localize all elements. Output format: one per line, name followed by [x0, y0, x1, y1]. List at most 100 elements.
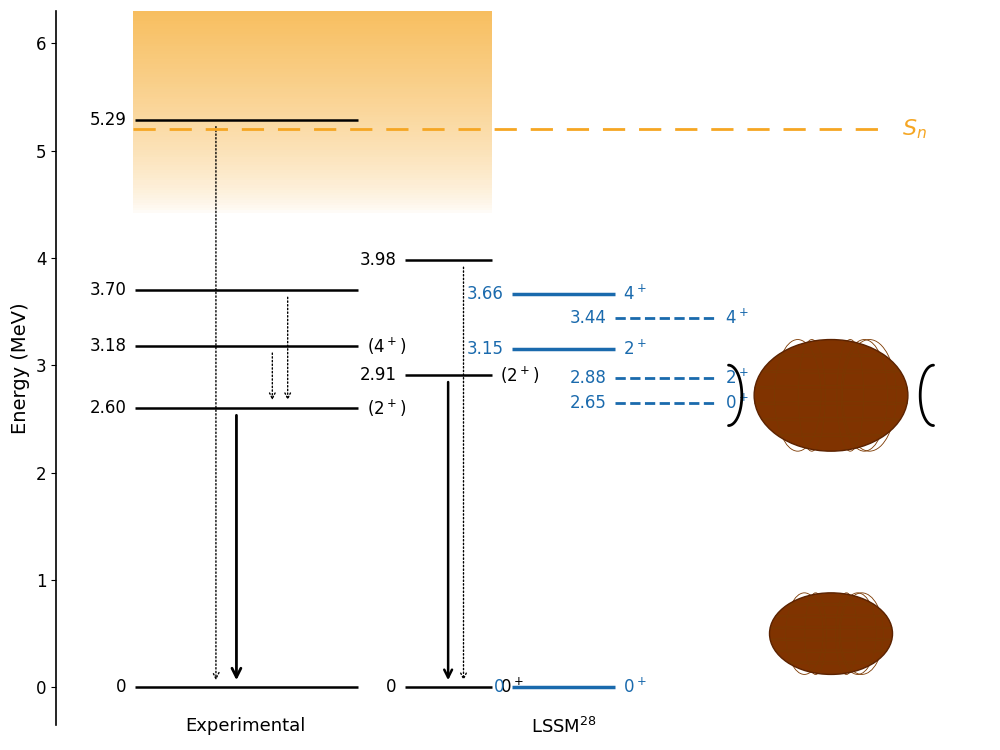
Ellipse shape	[793, 368, 869, 423]
Ellipse shape	[787, 363, 875, 428]
Bar	[133, 59, 492, 62]
Bar	[133, 122, 492, 124]
Ellipse shape	[783, 602, 879, 665]
Ellipse shape	[802, 614, 860, 653]
Ellipse shape	[810, 380, 852, 411]
Text: 2.88: 2.88	[570, 369, 607, 387]
Ellipse shape	[770, 351, 893, 440]
Ellipse shape	[783, 361, 879, 430]
Ellipse shape	[829, 394, 833, 397]
Bar	[133, 172, 492, 175]
Bar	[133, 190, 492, 193]
Ellipse shape	[789, 364, 873, 426]
Bar	[133, 140, 492, 142]
Ellipse shape	[794, 609, 868, 658]
Bar	[133, 94, 492, 97]
Ellipse shape	[822, 628, 840, 640]
Text: 5.29: 5.29	[90, 110, 127, 128]
Ellipse shape	[806, 377, 856, 413]
Bar	[133, 195, 492, 198]
Ellipse shape	[770, 592, 893, 674]
Bar	[133, 82, 492, 84]
Ellipse shape	[776, 597, 886, 670]
Bar	[133, 19, 492, 21]
Ellipse shape	[780, 600, 882, 668]
Bar	[133, 119, 492, 122]
Text: 2.91: 2.91	[359, 366, 396, 384]
Ellipse shape	[814, 622, 848, 645]
Bar	[133, 132, 492, 135]
Ellipse shape	[796, 610, 866, 657]
Ellipse shape	[771, 352, 891, 439]
Text: 4$^+$: 4$^+$	[725, 308, 749, 328]
Bar	[133, 178, 492, 180]
Bar	[133, 76, 492, 80]
Ellipse shape	[819, 626, 843, 642]
Ellipse shape	[808, 618, 854, 649]
Text: (2$^+$): (2$^+$)	[367, 398, 406, 419]
Bar	[133, 155, 492, 158]
Ellipse shape	[804, 376, 858, 415]
Ellipse shape	[825, 392, 837, 400]
Ellipse shape	[808, 379, 854, 412]
Ellipse shape	[777, 356, 885, 434]
Bar	[133, 102, 492, 104]
Ellipse shape	[828, 632, 834, 636]
Ellipse shape	[785, 603, 877, 664]
Ellipse shape	[803, 615, 859, 652]
Ellipse shape	[791, 366, 871, 424]
Ellipse shape	[766, 348, 896, 442]
Bar	[133, 188, 492, 190]
Bar	[133, 208, 492, 210]
Bar	[133, 28, 492, 32]
Ellipse shape	[811, 620, 851, 647]
Ellipse shape	[800, 614, 862, 654]
Bar	[133, 67, 492, 69]
Ellipse shape	[806, 617, 856, 650]
Bar	[133, 56, 492, 59]
Text: 0$^+$: 0$^+$	[623, 678, 646, 697]
Ellipse shape	[816, 623, 846, 644]
Ellipse shape	[825, 629, 837, 638]
Text: LSSM$^{28}$: LSSM$^{28}$	[531, 717, 596, 737]
Text: 3.98: 3.98	[359, 251, 396, 269]
Text: 3.70: 3.70	[90, 281, 127, 299]
Bar	[133, 193, 492, 195]
Bar	[133, 89, 492, 92]
Ellipse shape	[771, 594, 891, 674]
Bar	[133, 24, 492, 26]
Text: 3.15: 3.15	[467, 340, 504, 358]
Bar	[133, 160, 492, 163]
Bar	[133, 112, 492, 115]
Bar	[133, 128, 492, 130]
Bar	[133, 26, 492, 28]
Bar	[133, 16, 492, 19]
Bar	[133, 158, 492, 160]
Bar	[133, 135, 492, 137]
Bar	[133, 167, 492, 170]
Ellipse shape	[773, 353, 889, 437]
Ellipse shape	[812, 382, 850, 410]
Y-axis label: Energy (MeV): Energy (MeV)	[11, 302, 30, 433]
Text: 2.60: 2.60	[90, 399, 127, 417]
Ellipse shape	[760, 344, 902, 447]
Bar	[133, 13, 492, 16]
Text: 0: 0	[493, 678, 504, 696]
Ellipse shape	[779, 599, 883, 668]
Text: 0$^+$: 0$^+$	[500, 678, 523, 697]
Ellipse shape	[818, 386, 844, 405]
Bar	[133, 46, 492, 49]
Bar	[133, 36, 492, 39]
Ellipse shape	[756, 341, 906, 450]
Ellipse shape	[774, 596, 888, 671]
Ellipse shape	[768, 350, 894, 442]
Ellipse shape	[813, 622, 849, 646]
Bar	[133, 64, 492, 67]
Bar	[133, 34, 492, 36]
Bar	[133, 80, 492, 82]
Bar	[133, 84, 492, 87]
Ellipse shape	[802, 374, 860, 416]
Bar	[133, 206, 492, 208]
Ellipse shape	[796, 370, 866, 421]
Ellipse shape	[785, 362, 877, 429]
